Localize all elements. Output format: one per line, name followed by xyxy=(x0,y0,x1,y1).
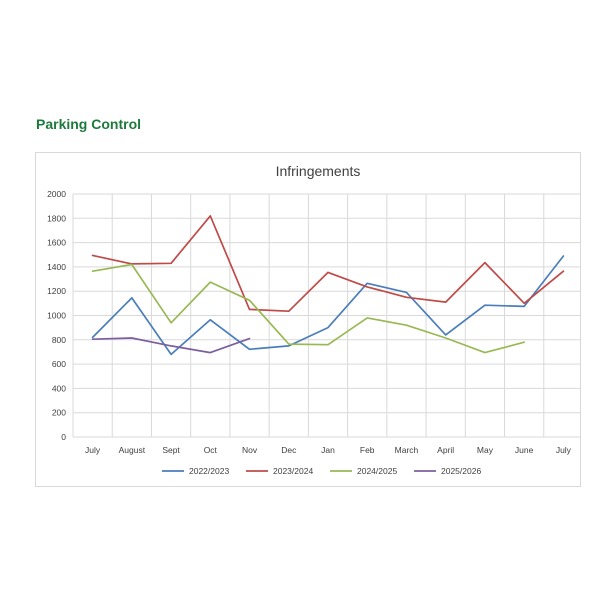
y-tick-label: 400 xyxy=(52,383,66,393)
legend-label: 2023/2024 xyxy=(273,466,313,476)
y-axis: 0 200 400 600 800 1000 1200 1400 1600 1800 2000 xyxy=(47,189,66,442)
x-tick-label: Dec xyxy=(281,445,297,455)
y-tick-label: 1000 xyxy=(47,311,66,321)
legend-label: 2022/2023 xyxy=(189,466,229,476)
x-tick-label: July xyxy=(556,445,572,455)
y-tick-label: 2000 xyxy=(47,189,66,199)
x-tick-label: May xyxy=(477,445,494,455)
x-tick-label: Feb xyxy=(360,445,375,455)
x-tick-label: August xyxy=(119,445,146,455)
series-line-2022-2023 xyxy=(91,255,565,356)
series-line-2024-2025 xyxy=(91,263,526,354)
x-tick-label: Sept xyxy=(162,445,180,455)
x-tick-label: Jan xyxy=(321,445,335,455)
series-line-2025-2026 xyxy=(91,337,251,354)
y-tick-label: 0 xyxy=(61,432,66,442)
gridlines xyxy=(72,193,584,438)
y-tick-label: 1200 xyxy=(47,286,66,296)
x-tick-label: April xyxy=(437,445,454,455)
x-axis: July August Sept Oct Nov Dec Jan Feb March April M… xyxy=(85,445,572,455)
series-line-2023-2024 xyxy=(91,215,565,313)
series-lines xyxy=(91,215,565,356)
y-tick-label: 1800 xyxy=(47,213,66,223)
y-tick-label: 1600 xyxy=(47,238,66,248)
x-tick-label: Oct xyxy=(204,445,218,455)
legend-label: 2024/2025 xyxy=(357,466,397,476)
legend: 2022/2023 2023/2024 2024/2025 2025/2026 xyxy=(162,466,481,476)
legend-label: 2025/2026 xyxy=(441,466,481,476)
page-heading: Parking Control xyxy=(36,116,142,132)
x-tick-label: March xyxy=(395,445,419,455)
x-tick-label: June xyxy=(515,445,534,455)
chart-container: Infringements 0 200 400 600 800 1000 1200 1400 1… xyxy=(35,152,584,487)
y-tick-label: 200 xyxy=(52,408,66,418)
y-tick-label: 800 xyxy=(52,335,66,345)
line-chart: Infringements 0 200 400 600 800 1000 1200 1400 1… xyxy=(47,163,584,476)
y-tick-label: 600 xyxy=(52,359,66,369)
y-tick-label: 1400 xyxy=(47,262,66,272)
x-tick-label: Nov xyxy=(242,445,258,455)
x-tick-label: July xyxy=(85,445,101,455)
chart-title: Infringements xyxy=(276,163,361,179)
